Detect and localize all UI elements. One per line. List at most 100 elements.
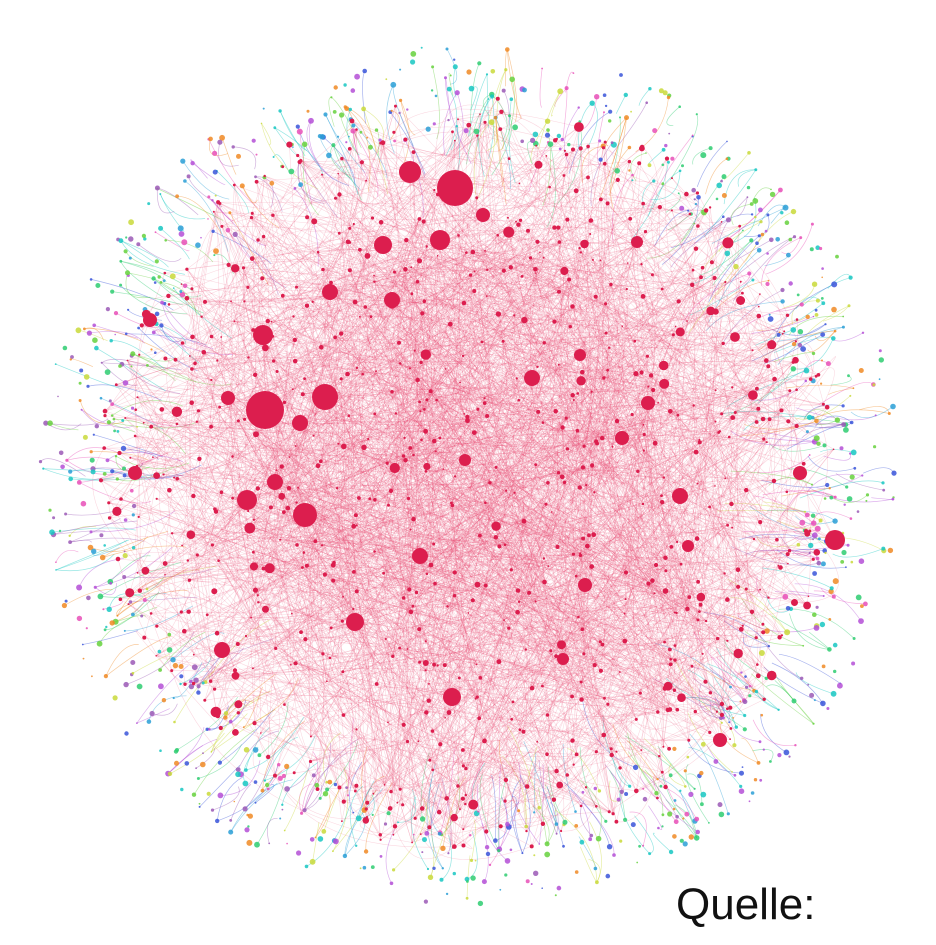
network-edge — [432, 66, 440, 140]
network-node — [322, 791, 329, 797]
network-node — [693, 449, 699, 455]
network-node — [207, 195, 211, 199]
network-node — [378, 833, 382, 837]
network-node — [91, 548, 97, 554]
network-node — [546, 481, 550, 485]
network-node — [110, 402, 115, 406]
network-edge — [581, 145, 604, 183]
network-edge — [219, 203, 739, 570]
network-node — [447, 852, 450, 855]
network-node — [721, 341, 725, 346]
network-node — [688, 834, 694, 840]
network-edge — [229, 278, 263, 323]
network-node — [726, 639, 729, 642]
network-node — [781, 332, 784, 335]
network-edge — [411, 796, 429, 870]
network-edge — [788, 468, 847, 488]
network-node — [608, 346, 611, 349]
network-edge — [669, 649, 724, 703]
network-node — [260, 732, 262, 734]
network-edge — [201, 175, 265, 317]
network-edge — [448, 72, 454, 96]
network-node — [180, 341, 185, 345]
network-edge — [508, 796, 517, 828]
network-edge — [477, 784, 508, 862]
network-node — [692, 404, 695, 407]
network-node — [464, 766, 468, 771]
network-edge — [802, 277, 851, 307]
network-node — [775, 237, 780, 242]
network-node — [229, 819, 233, 822]
network-edge — [362, 373, 782, 421]
network-node — [641, 396, 655, 410]
network-edge — [306, 120, 321, 167]
network-edge — [132, 353, 176, 382]
network-node — [394, 104, 397, 108]
network-edge — [452, 279, 570, 506]
network-node — [205, 613, 209, 617]
network-node — [116, 430, 120, 433]
network-edge — [434, 189, 480, 719]
network-node — [54, 363, 57, 365]
network-edge — [234, 321, 674, 346]
network-node — [754, 689, 759, 694]
network-edge — [165, 358, 481, 679]
network-node — [292, 358, 298, 364]
network-node — [286, 842, 288, 845]
network-edge — [436, 399, 772, 676]
network-node — [95, 283, 101, 288]
network-node — [325, 787, 330, 792]
network-edge — [763, 431, 815, 443]
network-edge — [666, 106, 680, 127]
network-edge — [323, 136, 356, 185]
network-node — [799, 302, 804, 307]
network-node — [314, 836, 317, 839]
network-edge — [230, 784, 252, 821]
network-edge — [101, 362, 138, 387]
network-edge — [99, 606, 158, 644]
network-node — [756, 248, 762, 253]
network-node — [253, 431, 259, 438]
network-edge — [795, 296, 824, 310]
network-edge — [172, 533, 765, 700]
network-node — [776, 332, 781, 337]
network-node — [812, 538, 814, 541]
network-node — [488, 481, 492, 485]
network-node — [424, 470, 428, 473]
network-edge — [176, 423, 682, 565]
network-node — [786, 419, 791, 424]
network-node — [105, 458, 110, 463]
network-node — [430, 729, 435, 733]
network-node — [121, 419, 125, 422]
network-node — [252, 721, 257, 726]
network-node — [574, 122, 584, 132]
network-edge — [321, 174, 500, 547]
network-edge — [507, 725, 540, 808]
network-node — [757, 234, 761, 238]
network-node — [767, 596, 770, 599]
network-node — [191, 664, 198, 671]
network-edge — [593, 534, 663, 773]
network-edge — [136, 665, 189, 724]
network-node — [589, 833, 594, 838]
network-edge — [561, 425, 797, 645]
network-edge — [365, 306, 621, 768]
network-node — [424, 640, 427, 643]
network-edge — [445, 88, 458, 157]
network-edge — [201, 316, 423, 809]
network-edge — [306, 217, 653, 581]
network-node — [758, 740, 762, 744]
network-node — [158, 683, 164, 690]
network-node — [717, 431, 721, 434]
network-node — [108, 399, 112, 403]
network-edge — [329, 401, 693, 667]
network-node — [223, 715, 228, 720]
network-edge — [329, 283, 753, 351]
network-node — [761, 622, 765, 626]
network-node — [65, 458, 69, 462]
network-node — [383, 783, 386, 786]
network-edge — [426, 399, 678, 543]
network-edge — [685, 697, 737, 728]
network-edge — [325, 114, 366, 174]
network-node — [422, 837, 427, 843]
